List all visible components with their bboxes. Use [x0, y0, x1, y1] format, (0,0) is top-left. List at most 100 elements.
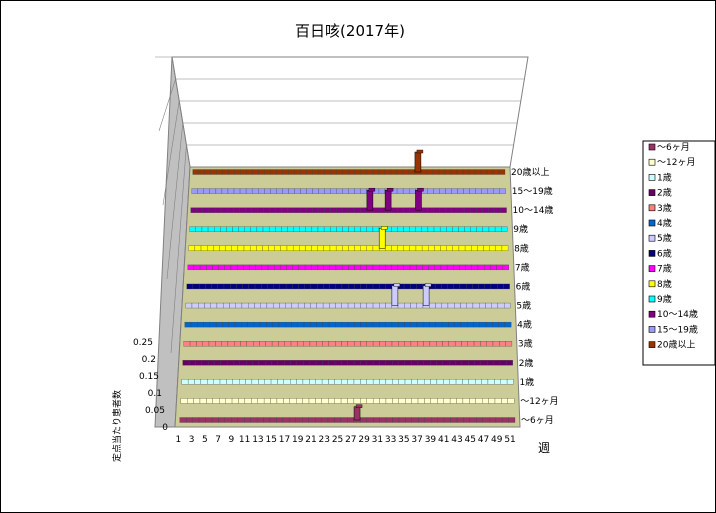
series-axis-label: 10～14歳: [513, 204, 554, 216]
legend-label: 2歳: [657, 187, 672, 199]
row-cell: [291, 321, 298, 328]
row-cell: [404, 341, 412, 347]
row-cell: [254, 283, 262, 290]
row-cell: [347, 302, 355, 309]
row-cell: [290, 360, 298, 366]
row-cell: [497, 302, 505, 309]
row-cell: [256, 417, 264, 423]
row-cell: [471, 245, 478, 251]
row-cell: [208, 207, 216, 213]
row-cell: [499, 360, 507, 366]
row-cell: [256, 226, 264, 232]
x-tick-label: 5: [202, 435, 208, 445]
row-cell: [456, 398, 464, 404]
row-cell: [302, 417, 309, 423]
row-cell: [354, 207, 361, 213]
row-cell: [275, 226, 282, 232]
gridline-side: [158, 78, 176, 132]
row-cell: [360, 226, 367, 232]
row-cell: [245, 188, 253, 194]
row-cell: [335, 264, 343, 271]
x-tick-label: 23: [319, 435, 330, 445]
row-cell: [279, 302, 286, 309]
row-cell: [466, 283, 473, 290]
row-cell: [222, 321, 229, 328]
row-cell: [378, 169, 386, 175]
row-cell: [439, 188, 446, 194]
row-cell: [360, 321, 367, 328]
bar-top: [386, 187, 394, 192]
row-cell: [305, 245, 312, 251]
row-cell: [398, 321, 405, 328]
row-cell: [463, 207, 471, 213]
legend-label: 3歳: [657, 202, 672, 214]
row-cell: [451, 188, 458, 194]
row-cell: [323, 283, 330, 290]
row-cell: [184, 321, 192, 328]
y-tick-label: 0.1: [148, 389, 162, 399]
row-cell: [194, 245, 202, 251]
bar: [415, 189, 422, 211]
series-axis-label: 6歳: [516, 280, 531, 292]
row-cell: [408, 169, 416, 175]
row-cell: [421, 245, 429, 251]
row-cell: [433, 188, 440, 194]
row-cell: [298, 264, 306, 271]
row-cell: [497, 283, 504, 290]
row-cell: [397, 207, 404, 213]
row-cell: [409, 226, 416, 232]
row-cell: [466, 302, 474, 309]
row-cell: [440, 245, 447, 251]
row-cell: [193, 264, 201, 271]
row-cell: [403, 245, 410, 251]
row-cell: [473, 321, 480, 328]
row-cell: [487, 188, 494, 194]
row-cell: [227, 207, 234, 213]
row-cell: [448, 341, 456, 347]
row-cell: [484, 283, 492, 290]
chart-title: 百日咳(2017年): [295, 22, 405, 40]
legend-swatch: [648, 189, 656, 196]
row-cell: [317, 245, 324, 251]
row-cell: [354, 188, 361, 194]
row-cell: [494, 379, 501, 385]
x-tick-label: 1: [175, 435, 181, 445]
row-cell: [334, 360, 342, 366]
row-cell: [250, 417, 258, 423]
row-cell: [403, 264, 411, 271]
row-cell: [224, 417, 232, 423]
row-cell: [234, 169, 241, 175]
row-cell: [303, 360, 310, 366]
row-cell: [208, 341, 216, 347]
row-cell: [416, 264, 423, 271]
series-axis-label: 1歳: [519, 376, 534, 388]
legend-swatch: [648, 234, 656, 242]
row-cell: [472, 283, 479, 290]
row-cell: [272, 302, 280, 309]
row-cell: [424, 379, 431, 385]
row-cell: [446, 264, 454, 271]
row-cell: [487, 360, 494, 366]
row-cell: [366, 245, 374, 251]
row-cell: [212, 398, 220, 404]
row-cell: [207, 245, 214, 251]
back-wall: [171, 56, 529, 168]
row-cell: [496, 264, 503, 271]
legend-swatch: [648, 341, 656, 348]
row-cell: [276, 417, 284, 423]
row-cell: [321, 398, 329, 404]
series-axis-label: 7歳: [515, 261, 530, 273]
row-cell: [318, 207, 325, 213]
row-cell: [249, 264, 256, 271]
row-cell: [238, 226, 245, 232]
row-cell: [487, 379, 495, 385]
row-cell: [341, 360, 348, 366]
row-cell: [252, 169, 259, 175]
row-cell: [237, 245, 245, 251]
row-cell: [482, 207, 489, 213]
row-cell: [447, 283, 454, 290]
row-cell: [214, 226, 221, 232]
legend-label: 5歳: [657, 232, 672, 244]
row-cell: [278, 321, 286, 328]
row-cell: [385, 302, 392, 309]
